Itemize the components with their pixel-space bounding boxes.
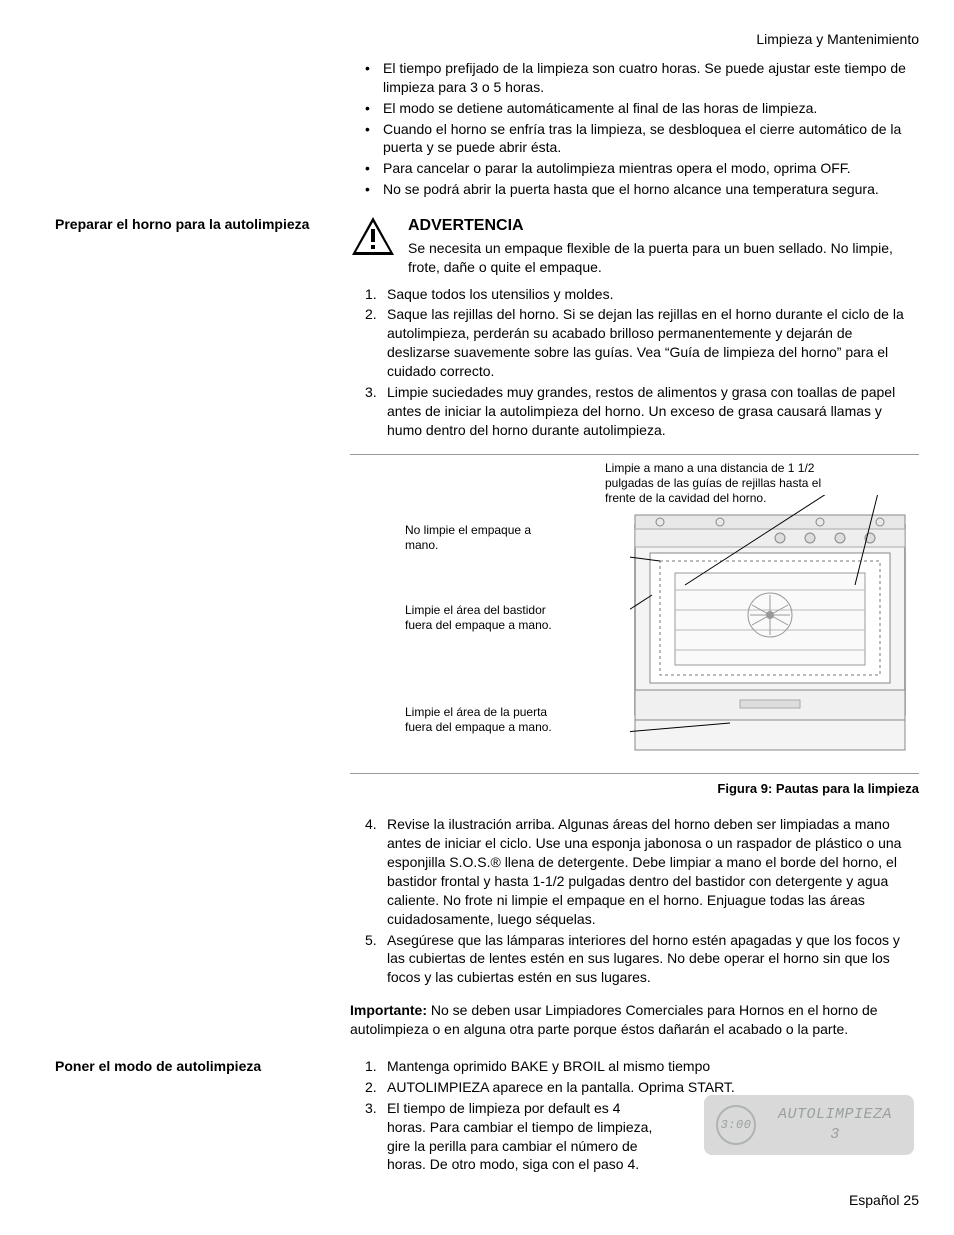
figure-caption: Figura 9: Pautas para la limpieza — [350, 780, 919, 798]
warning-body: Se necesita un empaque flexible de la pu… — [408, 239, 919, 277]
page-section-header: Limpieza y Mantenimiento — [55, 30, 919, 49]
bullet-item: Para cancelar o parar la autolimpieza mi… — [365, 159, 919, 178]
callout-frame: Limpie el área del bastidor fuera del em… — [405, 603, 575, 633]
oven-display-panel: 3:00 AUTOLIMPIEZA 3 — [704, 1095, 914, 1155]
display-readout: AUTOLIMPIEZA 3 — [768, 1105, 902, 1144]
list-item: 4.Revise la ilustración arriba. Algunas … — [365, 815, 919, 928]
prepare-steps-top: 1.Saque todos los utensilios y moldes. 2… — [350, 285, 919, 440]
important-text: No se deben usar Limpiadores Comerciales… — [350, 1002, 878, 1037]
list-item: 1.Saque todos los utensilios y moldes. — [365, 285, 919, 304]
warning-title: ADVERTENCIA — [408, 215, 919, 237]
page-footer: Español 25 — [849, 1191, 919, 1210]
figure-cleaning-guidelines: Limpie a mano a una distancia de 1 1/2 p… — [350, 454, 919, 774]
list-item: 2.AUTOLIMPIEZA aparece en la pantalla. O… — [365, 1078, 919, 1097]
list-item: 1.Mantenga oprimido BAKE y BROIL al mism… — [365, 1057, 919, 1076]
callout-door: Limpie el área de la puerta fuera del em… — [405, 705, 575, 735]
bullet-item: No se podrá abrir la puerta hasta que el… — [365, 180, 919, 199]
important-label: Importante: — [350, 1002, 427, 1018]
bullet-item: El tiempo prefijado de la limpieza son c… — [365, 59, 919, 97]
oven-diagram — [630, 495, 910, 755]
footer-language: Español — [849, 1192, 900, 1208]
setmode-heading: Poner el modo de autolimpieza — [55, 1057, 320, 1176]
list-item: 3.Limpie suciedades muy grandes, restos … — [365, 383, 919, 440]
display-dial-icon: 3:00 — [716, 1105, 756, 1145]
warning-block: ADVERTENCIA Se necesita un empaque flexi… — [350, 215, 919, 276]
intro-bullet-list: El tiempo prefijado de la limpieza son c… — [350, 59, 919, 199]
bullet-item: Cuando el horno se enfría tras la limpie… — [365, 120, 919, 158]
bullet-item: El modo se detiene automáticamente al fi… — [365, 99, 919, 118]
list-item: 5.Asegúrese que las lámparas interiores … — [365, 931, 919, 988]
prepare-heading: Preparar el horno para la autolimpieza — [55, 215, 320, 1039]
footer-page-number: 25 — [903, 1192, 919, 1208]
prepare-steps-bottom: 4.Revise la ilustración arriba. Algunas … — [350, 815, 919, 987]
list-item: 2.Saque las rejillas del horno. Si se de… — [365, 305, 919, 381]
important-note: Importante: No se deben usar Limpiadores… — [350, 1001, 919, 1039]
warning-triangle-icon — [350, 215, 396, 257]
callout-gasket: No limpie el empaque a mano. — [405, 523, 555, 553]
